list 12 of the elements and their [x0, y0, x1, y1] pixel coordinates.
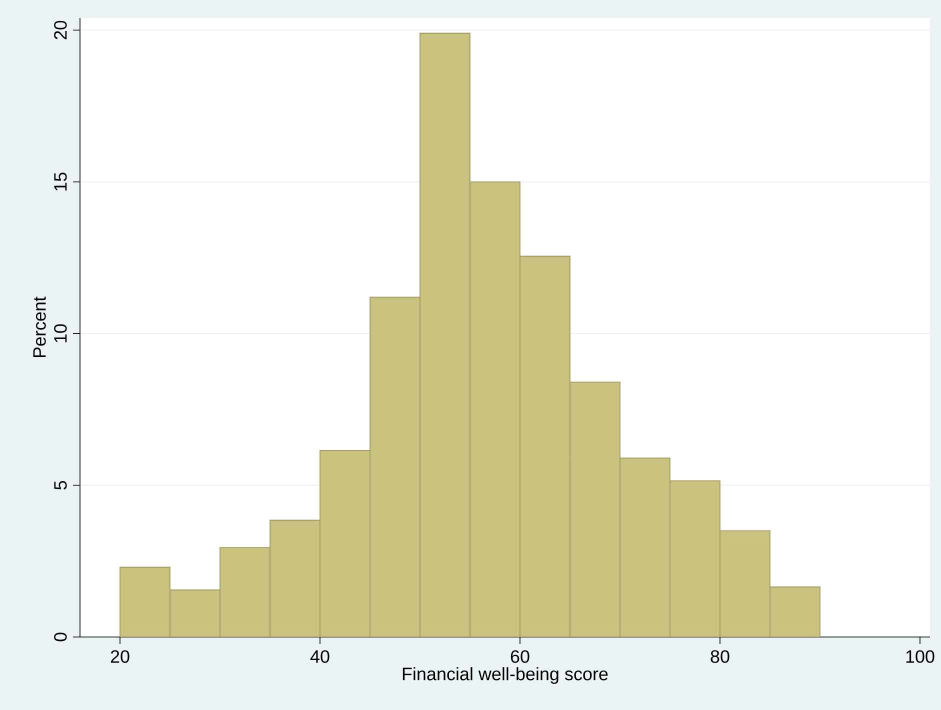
x-axis-title: Financial well-being score — [402, 667, 608, 684]
y-tick-label: 15 — [54, 172, 67, 190]
x-tick-label: 100 — [906, 650, 934, 663]
y-tick-label: 10 — [54, 324, 67, 342]
y-tick-label: 20 — [54, 20, 67, 40]
y-tick-label: 5 — [54, 481, 67, 490]
y-tick-label: 0 — [54, 632, 67, 642]
x-tick-label: 20 — [110, 650, 130, 663]
x-tick-label: 40 — [310, 650, 330, 663]
y-axis-title: Percent — [33, 296, 46, 358]
x-tick-label: 80 — [710, 650, 730, 663]
x-tick-label: 60 — [510, 650, 530, 663]
